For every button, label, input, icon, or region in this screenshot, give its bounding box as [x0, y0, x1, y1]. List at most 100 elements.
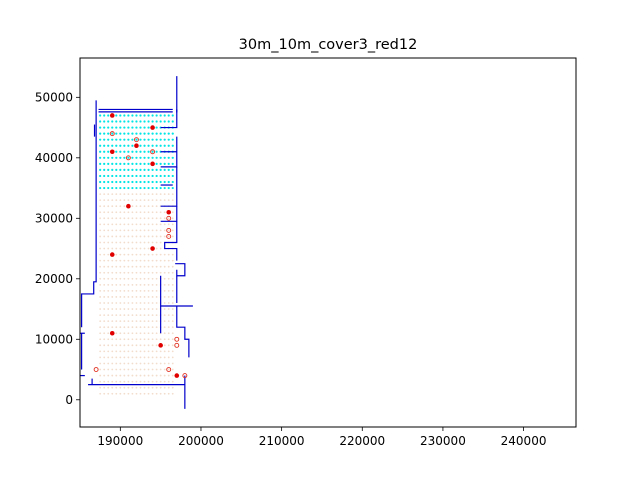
- cyan-grid-point: [135, 186, 138, 190]
- candidate-grid-point: [119, 296, 122, 298]
- candidate-grid-point: [127, 380, 130, 383]
- candidate-grid-point: [163, 283, 166, 286]
- candidate-grid-point: [171, 283, 174, 286]
- candidate-grid-point: [155, 380, 158, 383]
- cyan-grid-point: [135, 168, 138, 172]
- candidate-grid-point: [163, 289, 166, 292]
- cyan-grid-point: [139, 156, 142, 159]
- candidate-grid-point: [127, 217, 130, 220]
- cyan-grid-point: [155, 168, 158, 172]
- candidate-grid-point: [99, 320, 102, 323]
- cyan-grid-point: [155, 162, 158, 165]
- candidate-grid-point: [143, 217, 146, 220]
- cyan-grid-point: [99, 174, 102, 178]
- cyan-grid-point: [147, 162, 150, 165]
- cyan-grid-point: [135, 174, 138, 178]
- candidate-grid-point: [147, 217, 150, 220]
- candidate-grid-point: [111, 229, 114, 232]
- candidate-grid-point: [131, 314, 134, 316]
- cyan-grid-point: [163, 162, 166, 165]
- candidate-grid-point: [151, 392, 154, 395]
- candidate-grid-point: [103, 380, 106, 383]
- cyan-grid-point: [115, 132, 118, 135]
- candidate-grid-point: [99, 223, 102, 226]
- candidate-grid-point: [143, 320, 146, 323]
- candidate-grid-point: [119, 332, 122, 335]
- plot-frame: [79, 57, 577, 428]
- cyan-grid-point: [119, 186, 122, 190]
- candidate-grid-point: [159, 259, 162, 262]
- cyan-grid-point: [139, 180, 142, 184]
- candidate-grid-point: [99, 380, 102, 383]
- candidate-grid-point: [139, 374, 142, 377]
- candidate-grid-point: [107, 199, 110, 202]
- candidate-grid-point: [139, 217, 142, 220]
- cyan-grid-point: [151, 132, 154, 135]
- hollow-point: [166, 227, 172, 233]
- candidate-grid-point: [119, 320, 122, 323]
- candidate-grid-point: [107, 356, 110, 359]
- cyan-grid-point: [123, 126, 126, 129]
- cyan-grid-point: [151, 168, 154, 172]
- candidate-grid-point: [103, 314, 106, 316]
- candidate-grid-point: [135, 241, 138, 244]
- cyan-grid-point: [103, 186, 106, 190]
- cyan-grid-point: [139, 126, 142, 129]
- candidate-grid-point: [167, 344, 170, 347]
- candidate-grid-point: [103, 247, 106, 250]
- candidate-grid-point: [147, 320, 150, 323]
- candidate-grid-point: [143, 223, 146, 226]
- candidate-grid-point: [151, 344, 154, 347]
- candidate-grid-point: [131, 235, 134, 238]
- candidate-grid-point: [123, 386, 126, 389]
- candidate-grid-point: [115, 229, 118, 232]
- candidate-grid-point: [123, 217, 126, 220]
- candidate-grid-point: [119, 350, 122, 353]
- cyan-grid-point: [131, 168, 134, 172]
- cyan-grid-point: [159, 138, 162, 141]
- cyan-grid-point: [119, 120, 122, 123]
- candidate-grid-point: [163, 392, 166, 395]
- candidate-grid-point: [119, 344, 122, 347]
- cyan-grid-point: [139, 132, 142, 135]
- candidate-grid-point: [127, 253, 130, 256]
- candidate-grid-point: [159, 217, 162, 220]
- candidate-grid-point: [139, 362, 142, 365]
- candidate-grid-point: [119, 326, 122, 329]
- boundary-line: [164, 221, 178, 261]
- cyan-grid-point: [115, 174, 118, 178]
- candidate-grid-point: [151, 283, 154, 286]
- cyan-grid-point: [159, 132, 162, 135]
- candidate-grid-point: [131, 277, 134, 280]
- cyan-grid-point: [123, 150, 126, 153]
- cyan-grid-point: [103, 138, 106, 141]
- cyan-grid-point: [143, 180, 146, 184]
- candidate-grid-point: [163, 362, 166, 365]
- cyan-grid-point: [115, 168, 118, 172]
- cyan-grid-point: [143, 144, 146, 147]
- candidate-grid-point: [107, 368, 110, 371]
- candidate-grid-point: [135, 302, 138, 304]
- candidate-grid-point: [111, 271, 114, 274]
- candidate-grid-point: [167, 326, 170, 329]
- candidate-grid-point: [163, 380, 166, 383]
- candidate-grid-point: [103, 205, 106, 208]
- cyan-grid-point: [103, 132, 106, 135]
- selected-point: [109, 330, 115, 336]
- cyan-grid-point: [163, 144, 166, 147]
- candidate-grid-point: [139, 296, 142, 298]
- candidate-grid-point: [123, 344, 126, 347]
- candidate-grid-point: [99, 326, 102, 329]
- candidate-grid-point: [163, 356, 166, 359]
- candidate-grid-point: [131, 326, 134, 329]
- candidate-grid-point: [107, 235, 110, 238]
- candidate-grid-point: [127, 271, 130, 274]
- cyan-grid-point: [111, 138, 114, 141]
- cyan-grid-point: [131, 144, 134, 147]
- candidate-grid-point: [147, 211, 150, 214]
- cyan-grid-point: [147, 150, 150, 153]
- candidate-grid-point: [103, 283, 106, 286]
- cyan-grid-point: [159, 174, 162, 178]
- candidate-grid-point: [159, 362, 162, 365]
- candidate-grid-point: [115, 356, 118, 359]
